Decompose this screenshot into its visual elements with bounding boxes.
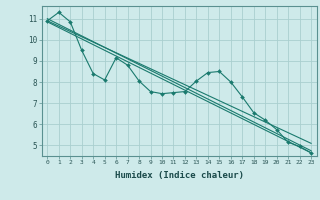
- X-axis label: Humidex (Indice chaleur): Humidex (Indice chaleur): [115, 171, 244, 180]
